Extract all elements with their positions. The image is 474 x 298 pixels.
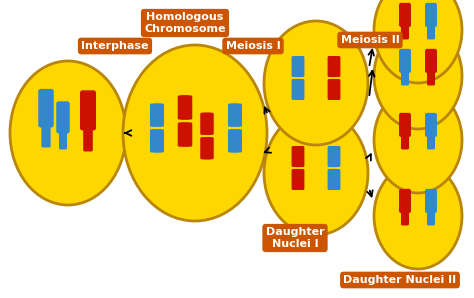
FancyBboxPatch shape [150,103,161,127]
Text: Homologous
Chromosome: Homologous Chromosome [144,12,226,34]
FancyBboxPatch shape [80,90,96,131]
Ellipse shape [10,61,126,205]
FancyBboxPatch shape [153,129,164,153]
FancyBboxPatch shape [401,66,409,86]
Ellipse shape [374,163,462,269]
FancyBboxPatch shape [294,146,304,167]
FancyBboxPatch shape [425,113,437,137]
FancyBboxPatch shape [328,169,338,190]
FancyBboxPatch shape [399,49,411,73]
FancyBboxPatch shape [425,189,437,213]
Ellipse shape [123,45,267,221]
FancyBboxPatch shape [425,49,437,73]
FancyBboxPatch shape [292,169,302,190]
FancyBboxPatch shape [330,79,340,100]
FancyBboxPatch shape [203,137,214,159]
FancyBboxPatch shape [292,146,302,167]
FancyBboxPatch shape [294,169,304,190]
FancyBboxPatch shape [401,130,409,150]
FancyBboxPatch shape [200,113,211,135]
FancyBboxPatch shape [399,3,411,27]
FancyBboxPatch shape [292,79,302,100]
FancyBboxPatch shape [401,19,409,39]
FancyBboxPatch shape [59,125,67,150]
FancyBboxPatch shape [330,56,340,77]
FancyBboxPatch shape [153,103,164,127]
Ellipse shape [374,87,462,193]
FancyBboxPatch shape [427,130,435,150]
Ellipse shape [264,111,368,235]
FancyBboxPatch shape [294,56,304,77]
FancyBboxPatch shape [231,129,242,153]
FancyBboxPatch shape [330,169,340,190]
FancyBboxPatch shape [38,89,54,128]
Text: Daughter
Nuclei I: Daughter Nuclei I [266,227,324,249]
FancyBboxPatch shape [427,206,435,226]
FancyBboxPatch shape [150,129,161,153]
FancyBboxPatch shape [41,119,51,148]
FancyBboxPatch shape [203,113,214,135]
FancyBboxPatch shape [56,101,70,134]
FancyBboxPatch shape [178,95,190,119]
Ellipse shape [374,23,462,129]
Text: Meiosis II: Meiosis II [341,35,400,45]
FancyBboxPatch shape [427,19,435,39]
FancyBboxPatch shape [200,137,211,159]
FancyBboxPatch shape [228,129,239,153]
FancyBboxPatch shape [399,113,411,137]
Text: Meiosis I: Meiosis I [226,41,281,51]
FancyBboxPatch shape [401,206,409,226]
FancyBboxPatch shape [328,56,338,77]
FancyBboxPatch shape [328,79,338,100]
FancyBboxPatch shape [399,189,411,213]
FancyBboxPatch shape [228,103,239,127]
FancyBboxPatch shape [231,103,242,127]
FancyBboxPatch shape [178,122,190,147]
FancyBboxPatch shape [181,122,192,147]
FancyBboxPatch shape [294,79,304,100]
FancyBboxPatch shape [427,66,435,86]
FancyBboxPatch shape [83,122,93,151]
FancyBboxPatch shape [328,146,338,167]
Text: Daughter Nuclei II: Daughter Nuclei II [344,275,456,285]
Text: Interphase: Interphase [81,41,149,51]
FancyBboxPatch shape [330,146,340,167]
Ellipse shape [374,0,462,83]
Ellipse shape [264,21,368,145]
FancyBboxPatch shape [292,56,302,77]
FancyBboxPatch shape [425,3,437,27]
FancyBboxPatch shape [181,95,192,119]
